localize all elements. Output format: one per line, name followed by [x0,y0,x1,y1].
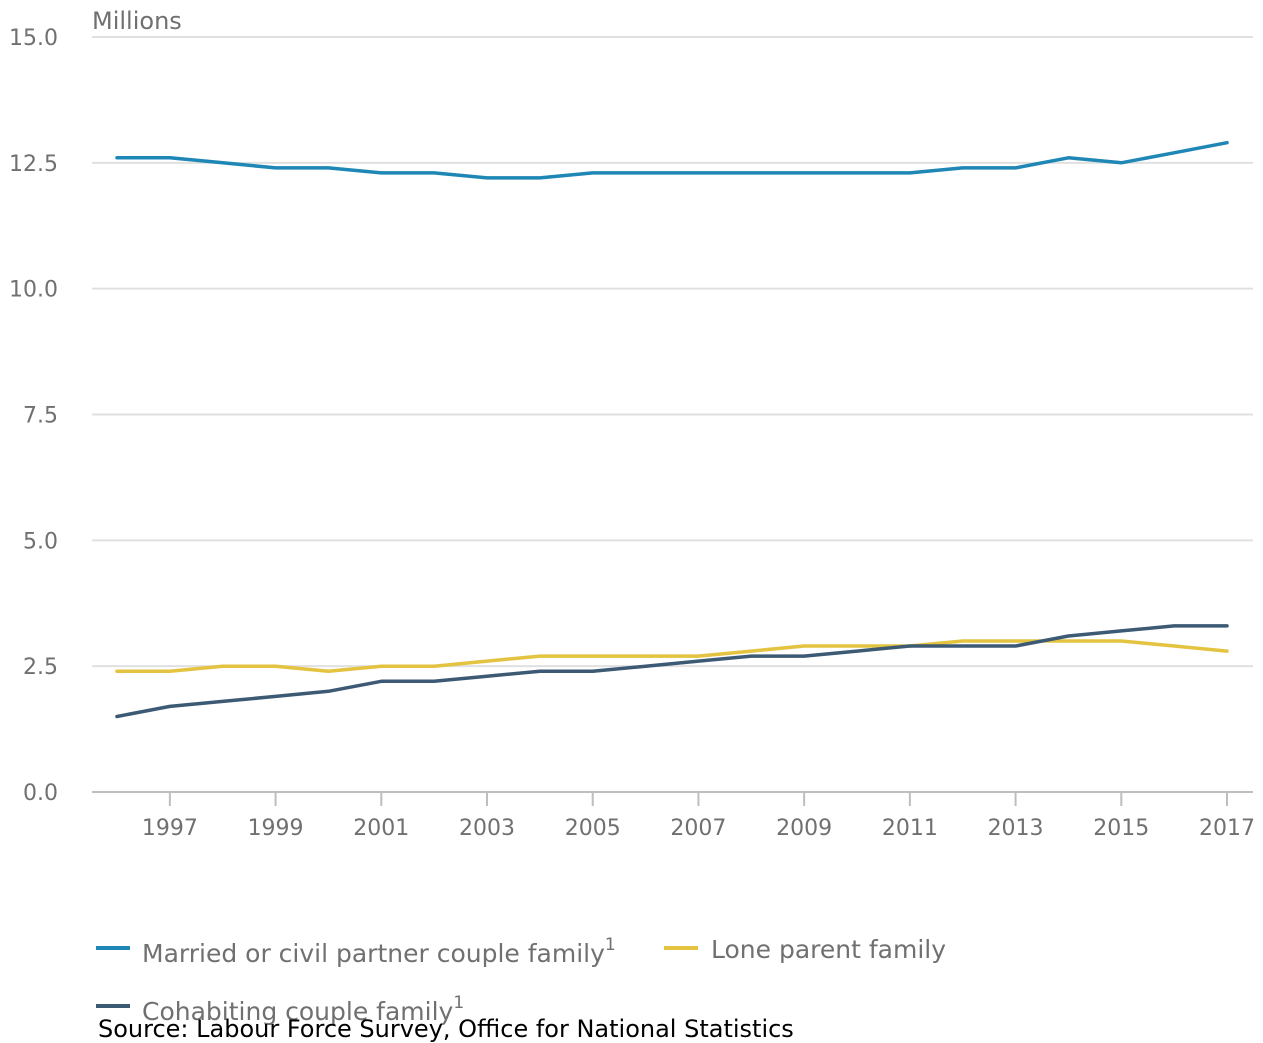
x-tick-label: 2005 [565,816,621,841]
legend-note-married: 1 [605,935,616,955]
y-tick-label: 0.0 [23,781,58,806]
y-tick-label: 7.5 [23,404,58,429]
x-tick-label: 2011 [882,816,938,841]
legend-note-cohabiting: 1 [453,993,464,1013]
series-line-married [115,140,1229,180]
x-tick-label: 1997 [142,816,198,841]
x-tick-label: 2007 [670,816,726,841]
x-tick-label: 2001 [353,816,409,841]
x-tick-label: 2017 [1199,816,1255,841]
x-tick-label: 2009 [776,816,832,841]
series-lines [115,140,1229,719]
y-tick-label: 10.0 [9,278,58,303]
y-tick-label: 12.5 [9,152,58,177]
y-tick-label: 2.5 [23,655,58,680]
x-tick-label: 2015 [1093,816,1149,841]
legend-label-cohabiting: Cohabiting couple family [142,997,454,1026]
svg-text:Married or civil partner coupl: Married or civil partner couple family1 [142,935,616,968]
x-tick-label: 1999 [248,816,304,841]
gridlines [92,36,1253,668]
x-tick-label: 2013 [988,816,1044,841]
y-tick-label: 15.0 [9,26,58,51]
legend-item-lone-parent: Lone parent family [664,935,946,964]
legend-item-married: Married or civil partner couple family1 [96,935,616,968]
svg-text:Lone parent family: Lone parent family [711,935,946,964]
y-axis: 0.0 2.5 5.0 7.5 10.0 12.5 15.0 [9,26,58,806]
legend: Married or civil partner couple family1 … [96,935,946,1026]
legend-label-lone-parent: Lone parent family [711,935,946,964]
source-note: Source: Labour Force Survey, Office for … [98,1015,794,1043]
svg-text:Cohabiting couple family1: Cohabiting couple family1 [142,993,464,1026]
y-tick-label: 5.0 [23,529,58,554]
x-axis: 1997 1999 2001 2003 2005 2007 2009 2011 2013 2015… [92,791,1255,841]
legend-item-cohabiting: Cohabiting couple family1 [96,993,464,1026]
y-axis-unit-label: Millions [92,7,182,35]
x-tick-label: 2003 [459,816,515,841]
legend-label-married: Married or civil partner couple family [142,939,605,968]
series-line-cohabiting [115,624,1229,719]
